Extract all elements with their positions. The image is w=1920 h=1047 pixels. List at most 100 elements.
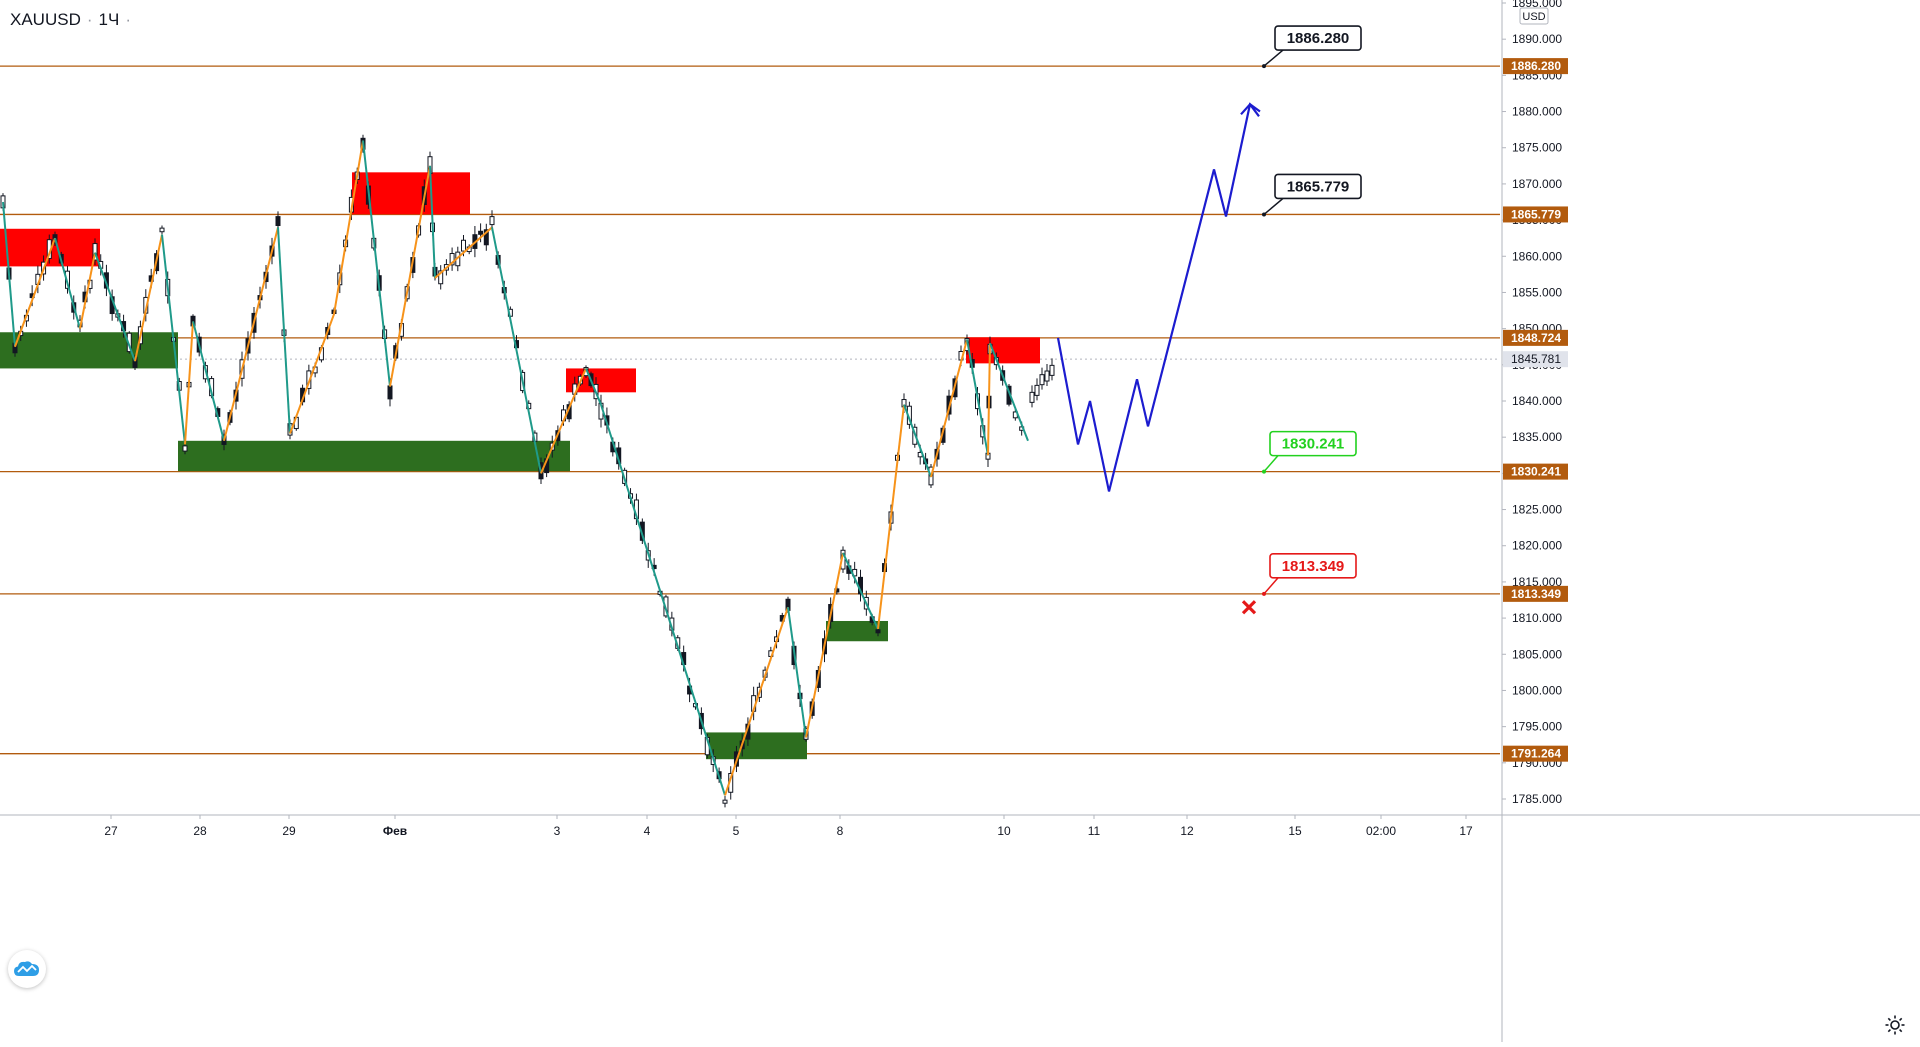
candle-body xyxy=(438,270,444,285)
callout-anchor xyxy=(1262,591,1266,596)
price-tick-label: 1785.000 xyxy=(1512,792,1562,806)
level-badge-label: 1848.724 xyxy=(1511,331,1561,345)
level-badge xyxy=(1503,585,1568,602)
current-price-label: 1845.781 xyxy=(1511,352,1561,366)
price-callout: 1865.779 xyxy=(1262,173,1362,217)
price-axis: 1785.0001790.0001795.0001800.0001805.000… xyxy=(1501,0,1568,1042)
time-tick-label: 17 xyxy=(1459,824,1473,838)
level-badge-label: 1865.779 xyxy=(1511,207,1561,221)
projection-arrowhead xyxy=(1240,102,1260,117)
demand-zone xyxy=(706,732,807,760)
candle-body xyxy=(875,629,881,634)
cross-stroke xyxy=(1241,600,1257,615)
time-tick-label: 27 xyxy=(104,824,118,838)
zigzag-down-leg xyxy=(429,165,436,279)
legend-separator: · xyxy=(86,10,93,29)
price-tick-label: 1835.000 xyxy=(1512,430,1562,444)
demand-zone xyxy=(178,440,570,472)
zigzag-up-leg xyxy=(389,165,431,387)
time-tick-label: 3 xyxy=(554,824,561,838)
price-callout: 1830.241 xyxy=(1262,430,1357,474)
zigzag-up-leg xyxy=(805,552,844,738)
legend-dot: · xyxy=(125,10,131,29)
price-tick-label: 1825.000 xyxy=(1512,503,1562,517)
zigzag-up-leg xyxy=(134,234,163,362)
candle-body xyxy=(1029,391,1035,403)
callout-anchor xyxy=(1262,64,1266,69)
time-axis: 27 28 29 Фев 3 4 5 8 10 11 12 15 02:00 17 xyxy=(0,814,1920,838)
supply-zone xyxy=(966,337,1040,364)
level-badge xyxy=(1503,58,1568,75)
current-price-badge xyxy=(1503,351,1568,368)
demand-zone xyxy=(0,332,178,369)
price-callout: 1886.280 xyxy=(1262,25,1362,69)
zigzag-down-leg xyxy=(277,227,291,434)
interval-label: 1Ч xyxy=(98,10,120,29)
price-tick-label: 1805.000 xyxy=(1512,647,1562,661)
zigzag-up-leg xyxy=(987,343,991,456)
callouts: 1886.280 1865.779 1830.241 1813.349 xyxy=(1241,25,1362,615)
price-tick-label: 1860.000 xyxy=(1512,249,1562,263)
zigzag-up-leg xyxy=(289,313,335,434)
price-tick-label: 1870.000 xyxy=(1512,177,1562,191)
zigzag-down-leg xyxy=(161,234,186,445)
price-tick-label: 1855.000 xyxy=(1512,285,1562,299)
level-badge-label: 1830.241 xyxy=(1511,465,1561,479)
level-badge xyxy=(1503,329,1568,346)
zigzag-down-leg xyxy=(192,321,225,442)
callout-box xyxy=(1274,173,1362,200)
candle-body xyxy=(159,227,165,233)
callout-anchor xyxy=(1262,212,1266,217)
level-badge-label: 1813.349 xyxy=(1511,587,1561,601)
candle-body xyxy=(1034,384,1040,396)
candle-body xyxy=(483,229,489,246)
zigzag-up-leg xyxy=(223,227,279,442)
level-badge-label: 1886.280 xyxy=(1511,59,1561,73)
zigzag xyxy=(2,140,1029,796)
candle-body xyxy=(489,216,495,226)
time-tick-label: 10 xyxy=(997,824,1011,838)
price-tick-label: 1840.000 xyxy=(1512,394,1562,408)
currency-badge xyxy=(1519,7,1549,25)
time-tick-label: 8 xyxy=(837,824,844,838)
symbol-name: XAUUSD xyxy=(10,10,81,29)
candle-body xyxy=(722,799,728,804)
price-tick-label: 1895.000 xyxy=(1512,0,1562,10)
price-callout: 1813.349 xyxy=(1262,553,1357,596)
zigzag-up-leg xyxy=(79,252,96,329)
time-tick-label: 15 xyxy=(1288,824,1302,838)
price-tick-label: 1880.000 xyxy=(1512,105,1562,119)
candle-body xyxy=(1044,370,1050,382)
zigzag-down-leg xyxy=(842,552,879,630)
callout-box xyxy=(1274,25,1362,51)
time-tick-label: 29 xyxy=(282,824,296,838)
zigzag-down-leg xyxy=(362,140,391,387)
zigzag-up-leg xyxy=(184,321,194,445)
zigzag-up-leg xyxy=(877,404,905,630)
price-tick-label: 1890.000 xyxy=(1512,32,1562,46)
time-tick-label: 11 xyxy=(1088,824,1101,838)
candle-body xyxy=(275,216,281,227)
callout-anchor xyxy=(1262,469,1266,474)
symbol-legend[interactable]: XAUUSD · 1Ч · xyxy=(10,10,131,30)
callout-label: 1865.779 xyxy=(1287,178,1350,195)
zigzag-up-leg xyxy=(540,368,587,474)
zigzag-down-leg xyxy=(94,252,136,362)
zigzag-down-leg xyxy=(600,404,726,796)
price-tick-label: 1795.000 xyxy=(1512,720,1562,734)
zigzag-down-leg xyxy=(787,607,807,738)
supply-zone xyxy=(352,172,470,215)
gear-icon[interactable] xyxy=(1884,1014,1906,1036)
zigzag-down-leg xyxy=(966,339,989,456)
candle-body xyxy=(387,385,393,400)
candle-body xyxy=(1049,364,1055,376)
level-lines xyxy=(0,65,1500,755)
callout-pointer xyxy=(1263,49,1284,67)
zigzag-up-leg xyxy=(724,606,789,796)
price-tick-label: 1875.000 xyxy=(1512,141,1562,155)
candle-body xyxy=(1039,374,1045,386)
tradingview-cloud-icon[interactable] xyxy=(8,950,46,988)
currency-label: USD xyxy=(1522,11,1545,23)
